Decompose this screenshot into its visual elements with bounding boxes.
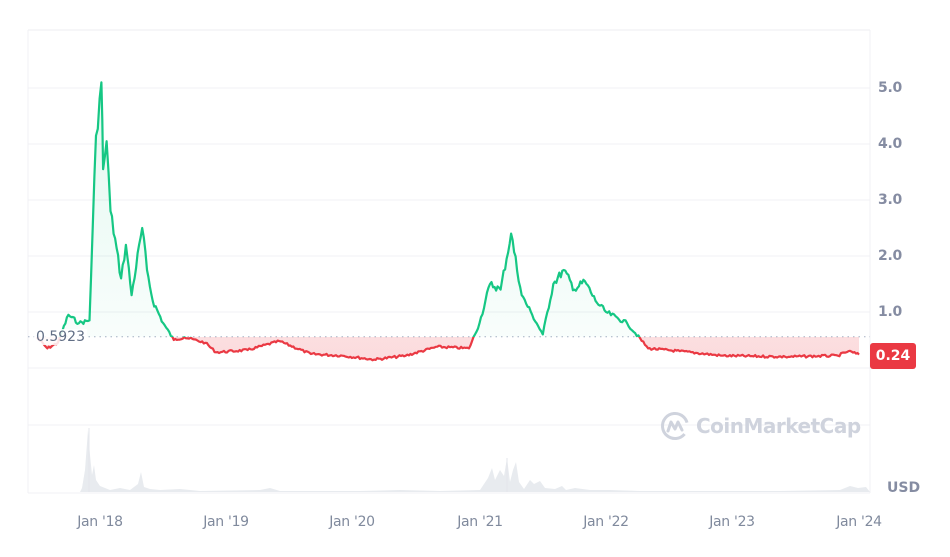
coinmarketcap-logo-icon bbox=[661, 412, 689, 440]
x-tick-jan-20: Jan '20 bbox=[329, 514, 375, 530]
y-tick-5: 5.0 bbox=[878, 80, 902, 96]
price-line-up bbox=[37, 81, 641, 337]
current-price-badge: 0.24 bbox=[870, 343, 916, 369]
watermark-text: CoinMarketCap bbox=[696, 414, 861, 438]
y-tick-2: 2.0 bbox=[878, 248, 902, 264]
gridlines bbox=[28, 87, 870, 426]
x-tick-jan-23: Jan '23 bbox=[709, 514, 755, 530]
coinmarketcap-watermark: CoinMarketCap bbox=[660, 411, 861, 441]
price-line-down bbox=[35, 337, 860, 362]
volume-bars bbox=[28, 428, 870, 492]
currency-label: USD bbox=[887, 480, 921, 496]
y-tick-3: 3.0 bbox=[878, 192, 902, 208]
y-tick-1: 1.0 bbox=[878, 304, 902, 320]
plot-frame bbox=[27, 29, 871, 494]
price-area-down bbox=[36, 337, 859, 361]
x-tick-jan-18: Jan '18 bbox=[77, 514, 123, 530]
x-tick-jan-19: Jan '19 bbox=[203, 514, 249, 530]
x-tick-jan-22: Jan '22 bbox=[583, 514, 629, 530]
y-tick-4: 4.0 bbox=[878, 136, 902, 152]
x-tick-jan-21: Jan '21 bbox=[457, 514, 503, 530]
x-tick-jan-24: Jan '24 bbox=[836, 514, 882, 530]
baseline-price-label: 0.5923 bbox=[34, 329, 87, 345]
price-area-up bbox=[36, 82, 859, 337]
